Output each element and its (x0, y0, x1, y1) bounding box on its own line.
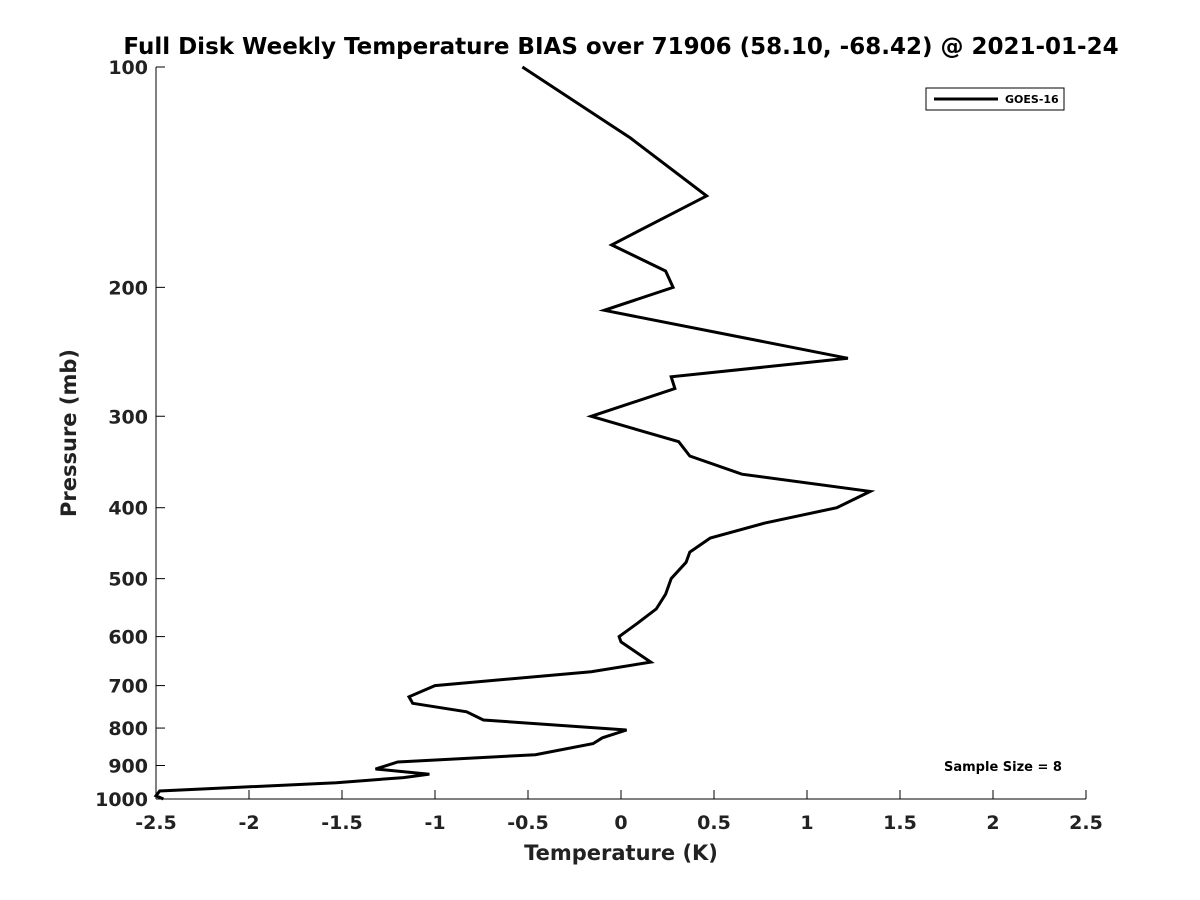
x-axis: -2.5 -2 -1.5 -1 -0.5 0 0.5 1 1.5 2 2.5 (135, 790, 1103, 834)
sample-size-annotation: Sample Size = 8 (944, 760, 1062, 775)
x-tick-label: -1 (424, 812, 445, 834)
y-tick-label: 200 (108, 277, 148, 299)
y-tick-label: 700 (108, 676, 148, 698)
y-tick-label: 100 (108, 57, 148, 79)
y-tick-label: 300 (108, 406, 148, 428)
y-tick-label: 1000 (95, 789, 148, 811)
x-tick-label: 0.5 (697, 812, 731, 834)
x-tick-label: 0 (614, 812, 627, 834)
y-tick-label: 500 (108, 569, 148, 591)
y-axis: 100 200 300 400 500 600 700 800 900 1000 (95, 57, 165, 811)
x-tick-label: 1 (800, 812, 813, 834)
x-tick-label: 2 (986, 812, 999, 834)
y-axis-title: Pressure (mb) (57, 349, 81, 517)
plot-area: -2.5 -2 -1.5 -1 -0.5 0 0.5 1 1.5 2 2.5 100 200 300 40… (95, 57, 1103, 834)
y-tick-label: 600 (108, 627, 148, 649)
x-tick-label: -2 (238, 812, 259, 834)
legend-label-goes-16: GOES-16 (1005, 93, 1059, 106)
series-layer (153, 65, 876, 801)
y-tick-label: 900 (108, 756, 148, 778)
x-tick-label: -0.5 (507, 812, 549, 834)
x-tick-label: -2.5 (135, 812, 177, 834)
x-tick-label: 2.5 (1069, 812, 1103, 834)
x-tick-label: -1.5 (321, 812, 363, 834)
y-tick-label: 400 (108, 498, 148, 520)
y-tick-label: 800 (108, 718, 148, 740)
x-axis-title: Temperature (K) (524, 841, 718, 865)
series-line-goes-16 (153, 65, 876, 801)
x-tick-label: 1.5 (883, 812, 917, 834)
chart-title: Full Disk Weekly Temperature BIAS over 7… (123, 34, 1118, 60)
legend: GOES-16 (925, 87, 1065, 111)
